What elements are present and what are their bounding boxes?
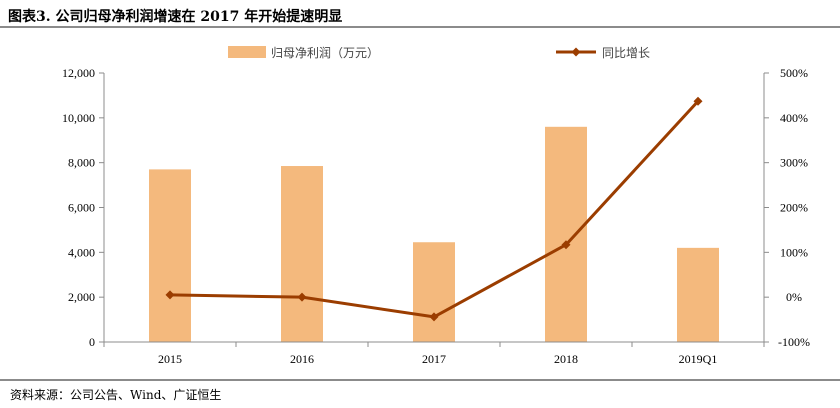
bar-2018 [545,126,587,342]
x-tick-label: 2017 [422,352,446,366]
legend-line-marker [571,47,581,57]
legend-bar-label: 归母净利润（万元） [271,46,379,60]
growth-point-2019q1 [693,96,703,106]
right-tick-label: 0% [786,290,802,304]
right-tick-label: 400% [780,111,808,125]
growth-point-2018 [561,240,571,250]
figure-header: 图表3. 公司归母净利润增速在 2017 年开始提速明显 [0,0,840,30]
right-tick-label: 500% [780,66,808,80]
right-tick-label: 200% [780,201,808,215]
source-note: 资料来源：公司公告、Wind、广证恒生 [10,388,222,402]
bar-2017 [413,242,455,342]
legend-bar-swatch [228,46,266,58]
bar-2016 [281,166,323,342]
top-divider [0,26,840,28]
right-tick-label: -100% [778,335,810,349]
left-tick-label: 6,000 [68,201,95,215]
x-tick-label: 2019Q1 [679,352,718,366]
left-tick-label: 0 [89,335,95,349]
bar-2019q1 [677,247,719,342]
left-tick-label: 10,000 [62,111,95,125]
bar-2015 [149,169,191,342]
right-tick-label: 300% [780,156,808,170]
left-tick-label: 8,000 [68,156,95,170]
legend-line-label: 同比增长 [602,46,650,60]
bottom-divider [0,379,840,381]
growth-point-2016 [297,292,307,302]
combo-chart: 0 2,000 4,000 6,000 8,000 10,000 12,000 -100% 0%… [62,46,810,366]
right-tick-label: 100% [780,245,808,259]
left-tick-label: 12,000 [62,66,95,80]
left-tick-label: 4,000 [68,245,95,259]
left-tick-label: 2,000 [68,290,95,304]
x-tick-label: 2018 [554,352,578,366]
growth-point-2017 [429,312,439,322]
x-tick-label: 2015 [158,352,182,366]
growth-point-2015 [165,290,175,300]
x-tick-label: 2016 [290,352,314,366]
figure-title: 图表3. 公司归母净利润增速在 2017 年开始提速明显 [8,9,343,25]
